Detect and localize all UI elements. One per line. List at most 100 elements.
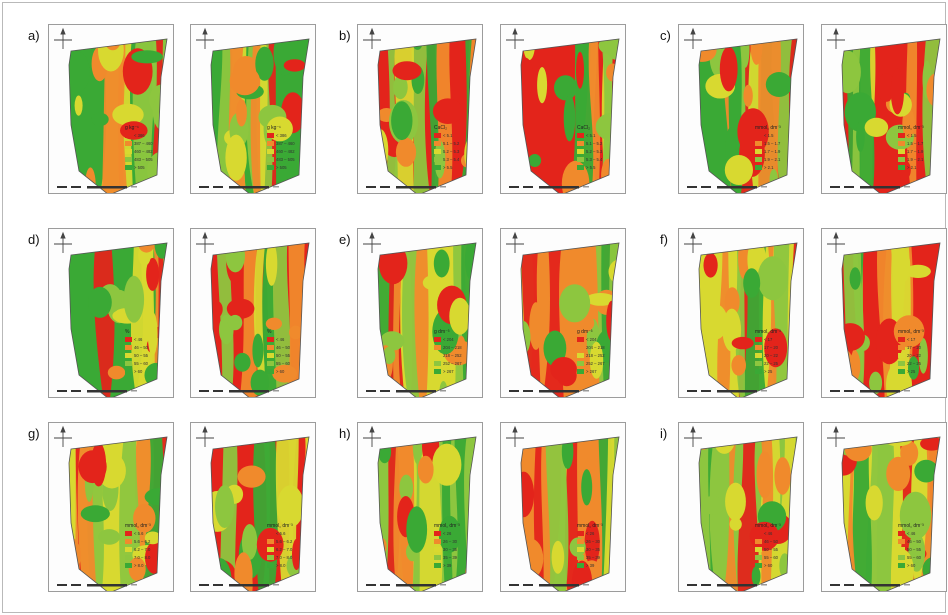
legend-title: % xyxy=(125,329,130,335)
legend-swatch xyxy=(267,156,274,162)
legend-row: 20 – 22 xyxy=(755,351,801,359)
legend: mmol꜀ dm⁻³ < 26 26 – 30 30 – 35 35 – 39 > 39 xyxy=(577,523,623,569)
legend-title: mmol꜀ dm⁻³ xyxy=(267,523,293,529)
legend-swatch xyxy=(125,156,132,162)
legend-row: 55 – 60 xyxy=(125,359,171,367)
legend-class-label: < 204 xyxy=(443,336,454,342)
legend-swatch xyxy=(267,538,274,544)
legend-swatch xyxy=(434,562,441,568)
legend-class-label: 46 – 50 xyxy=(276,344,290,350)
legend-row: 5.2 – 5.3 xyxy=(577,147,623,155)
map-h-1: mmol꜀ dm⁻³ < 26 26 – 30 30 – 35 35 – 39 > 39 xyxy=(357,422,483,592)
legend-class-label: 460 – 482 xyxy=(134,148,153,154)
legend-swatch xyxy=(125,140,132,146)
legend-swatch xyxy=(267,336,274,342)
legend-class-label: > 25 xyxy=(764,368,773,374)
legend: CaCl₂ < 5.1 5.1 – 5.2 5.2 – 5.3 5.3 – 5.4 > 5… xyxy=(577,125,623,171)
legend-class-label: 17 – 20 xyxy=(907,344,921,350)
legend-class-label: > 25 xyxy=(907,368,916,374)
legend-title: mmol꜀ dm⁻³ xyxy=(898,523,924,529)
legend-row: 35 – 39 xyxy=(434,553,480,561)
legend-class-label: < 46 xyxy=(907,530,916,536)
legend-class-label: 387 – 460 xyxy=(276,140,295,146)
legend-swatch xyxy=(577,538,584,544)
legend-swatch xyxy=(755,156,762,162)
legend-swatch xyxy=(577,156,584,162)
legend-row: 17 – 20 xyxy=(755,343,801,351)
legend-row: 35 – 39 xyxy=(577,553,623,561)
legend-row: 7.0 – 8.0 xyxy=(125,553,171,561)
legend: g dm⁻³ < 204 204 – 218 218 – 252 252 – 267 > … xyxy=(434,329,480,375)
legend-swatch xyxy=(755,352,762,358)
legend-class-label: 55 – 60 xyxy=(134,360,148,366)
legend-row: > 5.5 xyxy=(577,163,623,171)
legend-class-label: 17 – 20 xyxy=(764,344,778,350)
legend-swatch xyxy=(577,352,584,358)
legend-swatch xyxy=(577,344,584,350)
legend-swatch xyxy=(434,554,441,560)
legend-title: mmol꜀ dm⁻³ xyxy=(898,125,924,131)
map-svg xyxy=(196,425,310,591)
map-e-1: g dm⁻³ < 204 204 – 218 218 – 252 252 – 267 > … xyxy=(357,228,483,398)
legend-class-label: 46 – 50 xyxy=(907,538,921,544)
legend-class-label: > 60 xyxy=(134,368,143,374)
legend-swatch xyxy=(267,546,274,552)
map-svg xyxy=(684,231,798,397)
legend-swatch xyxy=(267,368,274,374)
legend-class-label: 1.7 – 1.9 xyxy=(907,148,924,154)
legend-swatch xyxy=(125,336,132,342)
panel-label: g) xyxy=(28,426,40,441)
legend-swatch xyxy=(755,164,762,170)
legend-class-label: < 46 xyxy=(276,336,285,342)
north-cross-icon xyxy=(827,231,845,253)
legend-swatch xyxy=(125,344,132,350)
legend-swatch xyxy=(755,336,762,342)
legend: mmol꜀ dm⁻³ < 46 46 – 50 50 – 55 55 – 60 > 60 xyxy=(755,523,801,569)
legend-swatch xyxy=(898,360,905,366)
legend-class-label: 46 – 50 xyxy=(764,538,778,544)
legend-row: 5.6 – 6.2 xyxy=(267,537,313,545)
legend: mmol꜀ dm⁻³ < 46 46 – 50 50 – 55 55 – 60 > 60 xyxy=(898,523,944,569)
legend-class-label: 483 – 505 xyxy=(276,156,295,162)
legend-class-label: > 60 xyxy=(764,562,773,568)
north-cross-icon xyxy=(363,231,381,253)
legend-class-label: 6.2 – 7.0 xyxy=(134,546,151,552)
legend-row: 20 – 22 xyxy=(898,351,944,359)
legend: mmol꜀ dm⁻³ < 17 17 – 20 20 – 22 22 – 25 > 25 xyxy=(755,329,801,375)
map-i-1: mmol꜀ dm⁻³ < 46 46 – 50 50 – 55 55 – 60 > 60 xyxy=(678,422,804,592)
legend-class-label: > 60 xyxy=(907,562,916,568)
panel-label: i) xyxy=(660,426,668,441)
legend: mmol꜀ dm⁻³ < 5.6 5.6 – 6.2 6.2 – 7.0 7.0 – 8… xyxy=(267,523,313,569)
map-h-2: mmol꜀ dm⁻³ < 26 26 – 30 30 – 35 35 – 39 > 39 xyxy=(500,422,626,592)
legend-class-label: 20 – 22 xyxy=(907,352,921,358)
legend-swatch xyxy=(434,344,441,350)
panel-label: a) xyxy=(28,28,40,43)
legend-swatch xyxy=(755,360,762,366)
north-cross-icon xyxy=(684,425,702,447)
legend-row: < 17 xyxy=(898,335,944,343)
legend-row: < 1.5 xyxy=(898,131,944,139)
legend-row: > 2.1 xyxy=(898,163,944,171)
scale-bar xyxy=(830,390,910,393)
legend: mmol꜀ dm⁻³ < 1.5 1.5 – 1.7 1.7 – 1.9 1.9 – 2… xyxy=(898,125,944,171)
legend-swatch xyxy=(898,554,905,560)
legend-swatch xyxy=(898,352,905,358)
legend-class-label: 1.5 – 1.7 xyxy=(764,140,781,146)
legend-swatch xyxy=(755,148,762,154)
legend-swatch xyxy=(125,554,132,560)
legend-class-label: 46 – 50 xyxy=(134,344,148,350)
north-cross-icon xyxy=(196,231,214,253)
legend-swatch xyxy=(267,344,274,350)
legend-swatch xyxy=(434,336,441,342)
legend-swatch xyxy=(577,360,584,366)
legend-title: g kg⁻¹ xyxy=(267,125,281,131)
legend-row: 483 – 505 xyxy=(125,155,171,163)
legend-swatch xyxy=(898,344,905,350)
scale-bar xyxy=(687,584,767,587)
legend-row: 50 – 55 xyxy=(755,545,801,553)
legend-row: 1.9 – 2.1 xyxy=(755,155,801,163)
legend-row: < 386 xyxy=(267,131,313,139)
legend-class-label: < 386 xyxy=(276,132,287,138)
legend-swatch xyxy=(755,530,762,536)
legend-swatch xyxy=(898,140,905,146)
